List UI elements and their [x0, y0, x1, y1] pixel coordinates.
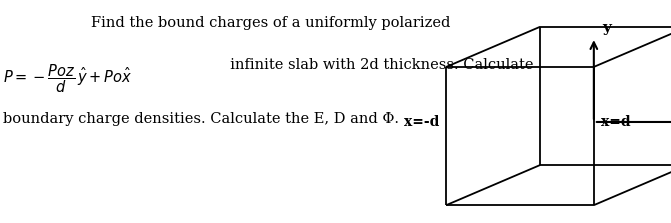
Text: Find the bound charges of a uniformly polarized: Find the bound charges of a uniformly po… [91, 16, 450, 30]
Text: y: y [602, 21, 611, 35]
Text: boundary charge densities. Calculate the E, D and Φ.: boundary charge densities. Calculate the… [3, 112, 399, 126]
Text: x=d: x=d [601, 115, 630, 129]
Text: x=-d: x=-d [404, 115, 440, 129]
Text: infinite slab with 2d thickness. Calculate: infinite slab with 2d thickness. Calcula… [221, 58, 534, 72]
Text: $P = -\dfrac{Poz}{d}\,\hat{y} + Po\hat{x}$: $P = -\dfrac{Poz}{d}\,\hat{y} + Po\hat{x… [3, 62, 133, 95]
